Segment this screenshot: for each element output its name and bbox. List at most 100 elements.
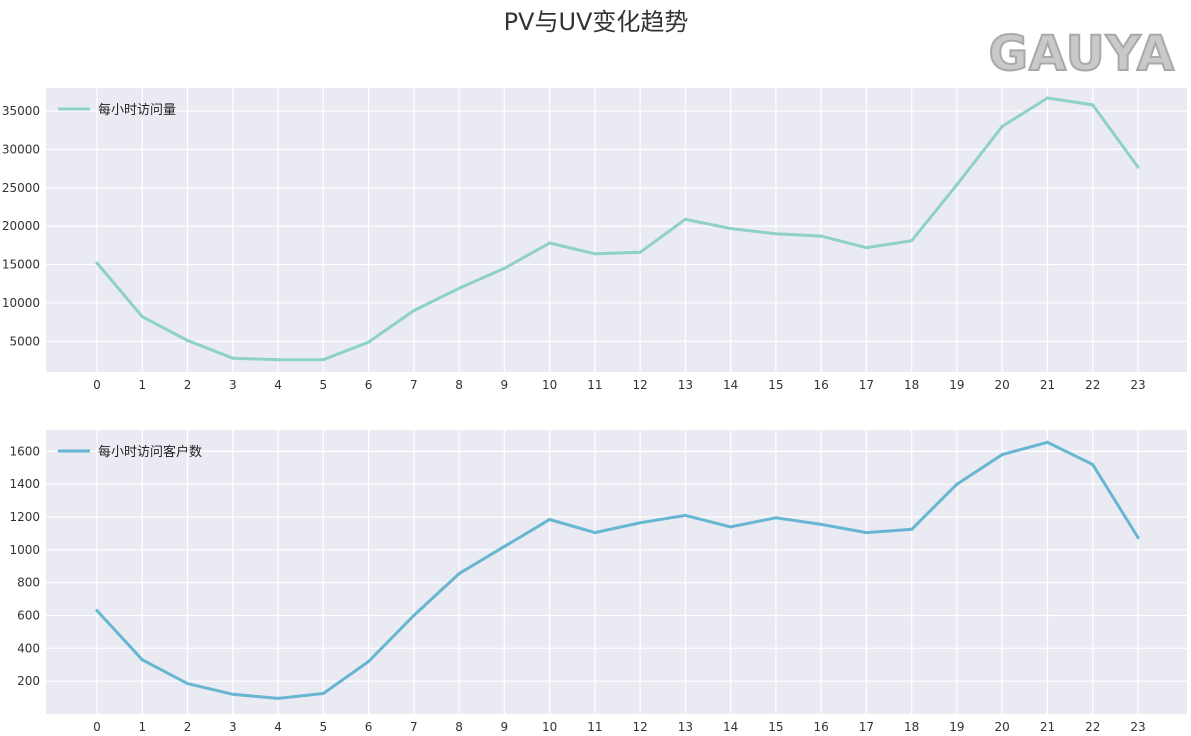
uv-data-point (955, 482, 959, 486)
uv-data-point (683, 513, 687, 517)
uv-data-point (638, 521, 642, 525)
uv-data-point (729, 525, 733, 529)
uv-x-tick-label: 11 (587, 720, 602, 734)
pv-x-tick-label: 23 (1130, 378, 1145, 392)
pv-y-tick-label: 10000 (2, 296, 40, 310)
pv-x-tick-label: 6 (365, 378, 373, 392)
pv-data-point (548, 241, 552, 245)
pv-data-point (95, 261, 99, 265)
uv-x-tick-label: 23 (1130, 720, 1145, 734)
pv-x-tick-label: 21 (1040, 378, 1055, 392)
uv-x-tick-label: 20 (995, 720, 1010, 734)
pv-x-tick-label: 0 (93, 378, 101, 392)
pv-x-tick-label: 16 (814, 378, 829, 392)
pv-data-point (1091, 103, 1095, 107)
uv-y-tick-label: 800 (17, 576, 40, 590)
pv-x-tick-label: 2 (184, 378, 192, 392)
uv-data-point (1045, 440, 1049, 444)
uv-data-point (1136, 536, 1140, 540)
uv-data-point (457, 572, 461, 576)
uv-x-tick-label: 12 (632, 720, 647, 734)
pv-data-point (1000, 124, 1004, 128)
uv-x-tick-label: 6 (365, 720, 373, 734)
uv-x-tick-label: 21 (1040, 720, 1055, 734)
uv-x-tick-label: 16 (814, 720, 829, 734)
pv-x-tick-label: 15 (768, 378, 783, 392)
pv-x-tick-label: 10 (542, 378, 557, 392)
pv-y-tick-label: 5000 (9, 334, 40, 348)
uv-chart-panel: 0 1 2 3 4 5 6 7 8 9 10 11 12 13 14 15 16 17 18 19 20 21 22 2320… (9, 430, 1187, 734)
pv-x-tick-label: 4 (274, 378, 282, 392)
uv-y-tick-label: 1600 (9, 444, 40, 458)
uv-data-point (774, 516, 778, 520)
uv-y-tick-label: 400 (17, 641, 40, 655)
pv-plot-area (46, 88, 1187, 372)
pv-data-point (729, 226, 733, 230)
uv-data-point (140, 658, 144, 662)
uv-plot-area (46, 430, 1187, 714)
pv-x-tick-label: 12 (632, 378, 647, 392)
pv-x-tick-label: 11 (587, 378, 602, 392)
pv-data-point (955, 183, 959, 187)
uv-x-tick-label: 4 (274, 720, 282, 734)
pv-x-tick-label: 9 (501, 378, 509, 392)
uv-series-line (95, 440, 1140, 700)
pv-data-point (1136, 165, 1140, 169)
uv-data-point (593, 531, 597, 535)
pv-data-point (502, 266, 506, 270)
uv-data-point (412, 614, 416, 618)
uv-data-point (276, 696, 280, 700)
pv-x-tick-label: 18 (904, 378, 919, 392)
uv-y-tick-label: 1000 (9, 543, 40, 557)
pv-data-point (186, 339, 190, 343)
pv-data-point (276, 358, 280, 362)
uv-data-point (231, 692, 235, 696)
uv-data-point (1000, 453, 1004, 457)
pv-y-tick-label: 30000 (2, 142, 40, 156)
pv-x-tick-label: 13 (678, 378, 693, 392)
uv-y-tick-label: 1200 (9, 510, 40, 524)
pv-data-point (367, 340, 371, 344)
uv-y-tick-label: 200 (17, 674, 40, 688)
chart-title: PV与UV变化趋势 (504, 8, 689, 36)
uv-x-tick-label: 0 (93, 720, 101, 734)
uv-data-point (548, 517, 552, 521)
uv-x-tick-label: 2 (184, 720, 192, 734)
pv-x-tick-label: 14 (723, 378, 738, 392)
uv-y-tick-label: 1400 (9, 477, 40, 491)
watermark-logo: GAUYA (989, 26, 1175, 82)
pv-data-point (910, 239, 914, 243)
pv-x-tick-label: 5 (319, 378, 327, 392)
pv-data-point (231, 356, 235, 360)
uv-legend-label: 每小时访问客户数 (98, 444, 202, 460)
pv-series-line (95, 96, 1140, 362)
pv-x-tick-label: 20 (995, 378, 1010, 392)
uv-data-point (819, 522, 823, 526)
pv-y-tick-label: 20000 (2, 219, 40, 233)
uv-x-tick-label: 17 (859, 720, 874, 734)
uv-x-tick-label: 3 (229, 720, 237, 734)
uv-x-tick-label: 18 (904, 720, 919, 734)
uv-data-point (321, 691, 325, 695)
uv-x-tick-label: 22 (1085, 720, 1100, 734)
pv-chart-panel: 0 1 2 3 4 5 6 7 8 9 10 11 12 13 14 15 16 17 18 19 20 21 22 2350… (2, 88, 1187, 392)
pv-data-point (683, 217, 687, 221)
uv-data-point (95, 609, 99, 613)
uv-x-tick-label: 19 (949, 720, 964, 734)
pv-x-tick-label: 22 (1085, 378, 1100, 392)
uv-x-tick-label: 10 (542, 720, 557, 734)
pv-x-tick-label: 1 (138, 378, 146, 392)
pv-data-point (412, 309, 416, 313)
pv-y-tick-label: 35000 (2, 104, 40, 118)
uv-x-tick-label: 8 (455, 720, 463, 734)
pv-y-tick-label: 25000 (2, 181, 40, 195)
pv-x-tick-label: 8 (455, 378, 463, 392)
uv-data-point (910, 527, 914, 531)
uv-y-tick-label: 600 (17, 609, 40, 623)
uv-x-tick-label: 15 (768, 720, 783, 734)
uv-x-tick-label: 14 (723, 720, 738, 734)
uv-x-tick-label: 9 (501, 720, 509, 734)
uv-data-point (502, 545, 506, 549)
pv-x-tick-label: 7 (410, 378, 418, 392)
